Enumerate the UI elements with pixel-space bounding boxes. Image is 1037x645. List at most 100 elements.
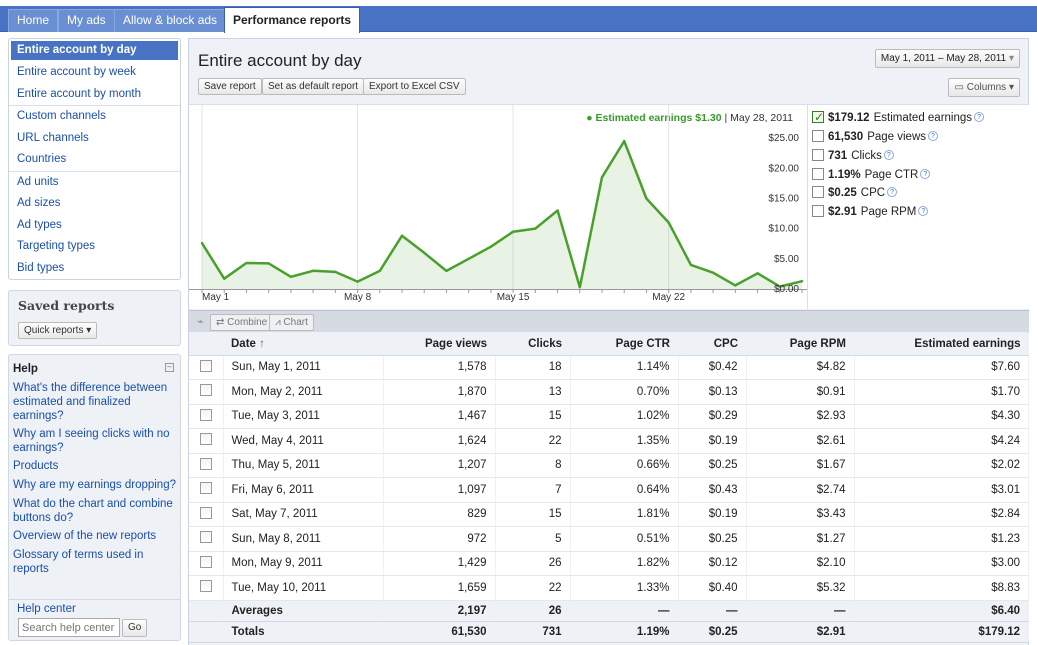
header-page-rpm[interactable]: Page RPM [746,333,854,356]
chart-y-tick-label: $25.00 [768,133,799,144]
nav-entire-account-by-day[interactable]: Entire account by day [11,41,178,60]
header-estimated-earnings[interactable]: Estimated earnings [854,333,1029,356]
nav-custom-channels[interactable]: Custom channels [17,110,106,122]
cell-date: Sun, May 8, 2011 [223,526,384,552]
header-clicks[interactable]: Clicks [495,333,570,356]
cell-clicks: 18 [495,355,571,380]
earnings-chart[interactable]: ● Estimated earnings $1.30 | May 28, 201… [189,104,807,309]
row-checkbox[interactable] [199,457,212,470]
metric-checkbox[interactable] [812,205,824,217]
nav-url-channels[interactable]: URL channels [17,131,89,144]
help-link-clicks-no-earnings[interactable]: Why am I seeing clicks with no earnings? [13,428,170,454]
quick-reports-dropdown[interactable]: Quick reports ▾ [18,322,98,339]
date-range-picker[interactable]: May 1, 2011 – May 28, 2011 ▾ [874,49,1020,68]
columns-icon: ▭ [954,82,967,93]
cell-page-rpm: $5.32 [746,575,855,601]
help-icon[interactable]: ? [883,150,894,160]
help-icon[interactable]: ? [887,187,898,197]
cell-date: Thu, May 5, 2011 [223,453,384,478]
metric-checkbox[interactable] [812,186,824,198]
metric-checkbox[interactable] [812,149,824,161]
metric-checkbox[interactable] [812,109,824,125]
metric-value: $179.12 [828,112,870,124]
help-link-new-reports[interactable]: Overview of the new reports [13,530,157,542]
nav-ad-types[interactable]: Ad types [17,218,62,231]
metric-page-views[interactable]: 61,530 Page views? [812,129,938,147]
nav-bid-types[interactable]: Bid types [17,261,65,274]
help-link-estimated-vs-finalized[interactable]: What's the difference between estimated … [13,382,168,422]
help-search-go-button[interactable]: Go [122,619,148,637]
tab-my-ads[interactable]: My ads [58,9,115,32]
nav-targeting-types[interactable]: Targeting types [17,240,95,252]
cell-estimated-earnings: $4.30 [854,404,1029,429]
cell-page-ctr: 1.14% [570,355,679,380]
tab-home[interactable]: Home [8,9,59,32]
nav-countries[interactable]: Countries [17,153,67,165]
metric-cpc[interactable]: $0.25 CPC? [812,185,898,203]
row-checkbox[interactable] [199,384,212,397]
help-link-products[interactable]: Products [13,460,59,472]
row-checkbox[interactable] [199,482,212,495]
averages-page-views: 2,197 [383,600,496,622]
help-link-chart-combine[interactable]: What do the chart and combine buttons do… [13,498,173,524]
tab-performance-reports[interactable]: Performance reports [224,7,361,33]
metric-page-ctr[interactable]: 1.19% Page CTR? [812,167,931,185]
report-nav: Entire account by day Entire account by … [8,38,181,280]
cell-cpc: $0.19 [678,428,747,454]
metric-page-rpm[interactable]: $2.91 Page RPM? [812,204,929,222]
help-link-earnings-dropping[interactable]: Why are my earnings dropping? [13,479,176,491]
help-link-glossary[interactable]: Glossary of terms used in reports [13,549,144,575]
row-checkbox[interactable] [199,359,212,372]
export-csv-button[interactable]: Export to Excel CSV [363,78,466,95]
help-icon[interactable]: ? [974,112,985,122]
header-page-views[interactable]: Page views [383,333,495,356]
row-checkbox[interactable] [199,408,212,421]
nav-entire-account-by-week[interactable]: Entire account by week [17,66,136,78]
save-report-button[interactable]: Save report [198,78,262,95]
cell-cpc: $0.25 [678,453,747,478]
chevron-down-icon: ▾ [1008,53,1014,64]
chart-button[interactable]: ⩘ Chart [269,314,314,331]
header-page-ctr[interactable]: Page CTR [570,333,678,356]
chart-series-line [200,139,803,289]
row-checkbox[interactable] [199,531,212,544]
help-search-input[interactable] [18,618,120,637]
combine-button[interactable]: ⇄ Combine [210,314,274,331]
quick-reports-label: Quick reports [24,325,84,336]
nav-ad-sizes[interactable]: Ad sizes [17,197,61,209]
columns-dropdown[interactable]: ▭ Columns ▾ [948,78,1020,97]
metric-checkbox[interactable] [812,168,824,180]
cell-page-rpm: $2.74 [746,477,855,503]
help-center-link[interactable]: Help center [17,603,76,615]
metric-checkbox[interactable] [812,130,824,142]
chart-point [689,263,693,267]
cell-page-ctr: 0.64% [570,477,679,503]
chart-x-tick-label: May 8 [344,292,372,303]
chart-point [378,269,381,273]
row-checkbox[interactable] [199,433,212,446]
row-checkbox[interactable] [199,555,212,568]
cell-page-ctr: 1.82% [570,551,679,576]
row-select-cell [189,355,224,380]
metric-clicks[interactable]: 731 Clicks? [812,148,894,166]
cell-estimated-earnings: $2.84 [854,502,1029,527]
select-column-header [189,333,223,356]
row-checkbox[interactable] [199,580,212,593]
cell-estimated-earnings: $4.24 [854,428,1029,454]
collapse-icon[interactable]: – [165,363,174,372]
header-date[interactable]: Date ↑ [223,333,383,356]
help-icon[interactable]: ? [920,169,931,179]
cell-cpc: $0.12 [678,551,747,576]
tab-allow-block-ads[interactable]: Allow & block ads [114,9,227,32]
totals-page-ctr: 1.19% [570,621,679,643]
nav-entire-account-by-month[interactable]: Entire account by month [17,87,142,100]
header-cpc[interactable]: CPC [678,333,746,356]
help-icon[interactable]: ? [928,131,938,141]
cell-page-rpm: $2.61 [746,428,855,454]
help-icon[interactable]: ? [918,206,929,216]
nav-ad-units[interactable]: Ad units [17,175,59,188]
set-default-report-button[interactable]: Set as default report [262,78,365,95]
legend-series-dot-icon: ● [586,112,596,124]
row-checkbox[interactable] [199,506,212,519]
